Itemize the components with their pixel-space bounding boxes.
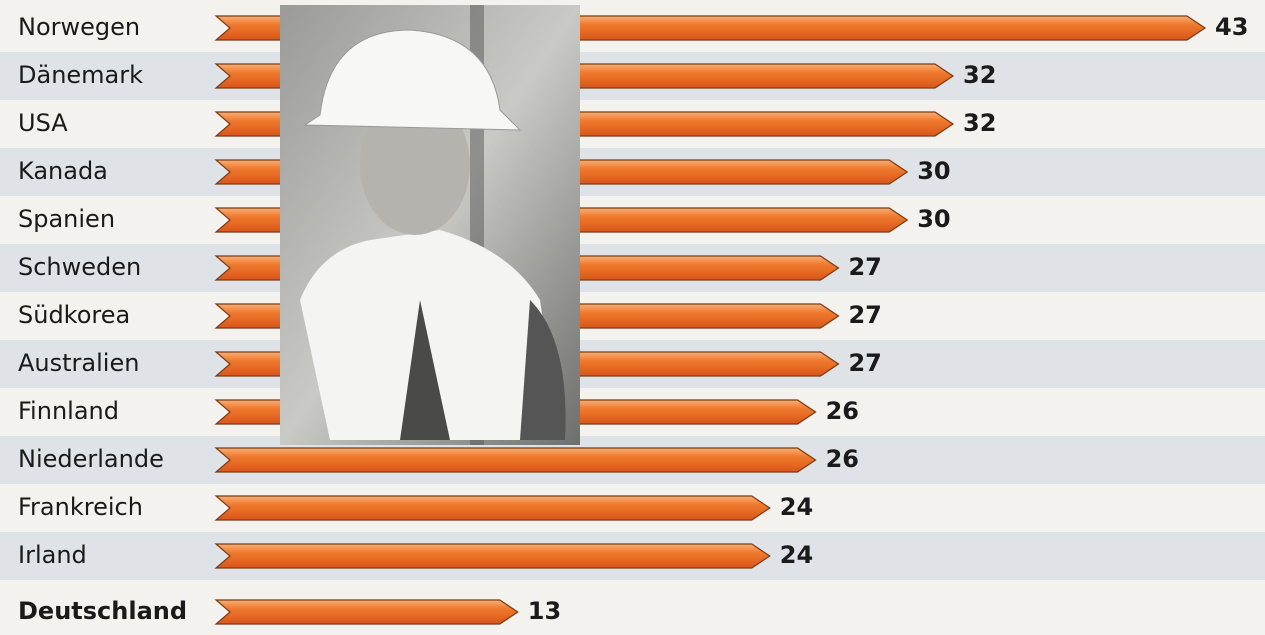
- value-label: 27: [848, 253, 881, 281]
- category-label: Niederlande: [18, 445, 164, 473]
- bar: [216, 600, 518, 624]
- value-label: 30: [917, 205, 950, 233]
- photo: [280, 5, 580, 445]
- value-label: 24: [780, 541, 813, 569]
- value-label: 26: [826, 397, 859, 425]
- category-label: Australien: [18, 349, 139, 377]
- value-label: 30: [917, 157, 950, 185]
- category-label: Spanien: [18, 205, 115, 233]
- value-label: 32: [963, 109, 996, 137]
- category-label: Dänemark: [18, 61, 143, 89]
- category-label: Südkorea: [18, 301, 130, 329]
- bar: [216, 448, 816, 472]
- category-label: Kanada: [18, 157, 108, 185]
- page: {"chart_data": {"type": "bar", "categori…: [0, 0, 1265, 635]
- bar: [216, 496, 770, 520]
- category-label: USA: [18, 109, 68, 137]
- category-label: Irland: [18, 541, 87, 569]
- value-label: 13: [528, 597, 561, 625]
- category-label: Deutschland: [18, 597, 187, 625]
- value-label: 27: [848, 349, 881, 377]
- value-label: 26: [826, 445, 859, 473]
- value-label: 27: [848, 301, 881, 329]
- category-label: Norwegen: [18, 13, 140, 41]
- value-label: 32: [963, 61, 996, 89]
- category-label: Schweden: [18, 253, 141, 281]
- bar: [216, 544, 770, 568]
- category-label: Frankreich: [18, 493, 143, 521]
- value-label: 24: [780, 493, 813, 521]
- chart: Norwegen 43 Dänemark 32 USA 32 Kanada 30 Spanien…: [0, 0, 1265, 635]
- category-label: Finnland: [18, 397, 119, 425]
- value-label: 43: [1215, 13, 1248, 41]
